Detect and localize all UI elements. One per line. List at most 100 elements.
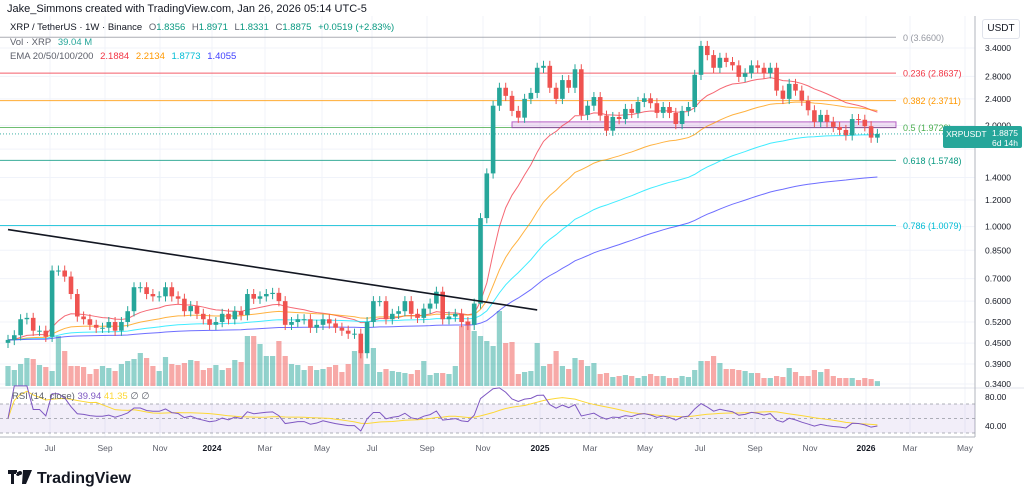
rsi-legend[interactable]: RSI (14, close) 39.94 41.35 ∅ ∅ [12,391,150,402]
volume-bar [288,364,295,386]
change-value: +0.0519 (+2.83%) [318,22,395,33]
candle [616,111,622,125]
volume-bar [868,379,874,386]
price-tag-symbol: XRPUSDT [946,129,987,139]
volume-bar [433,373,439,386]
volume-bar [270,356,276,386]
volume-bar [830,376,836,386]
candle-body [831,121,836,127]
candle-body [812,110,817,122]
candle [81,311,86,325]
candle [377,296,382,307]
volume-bar [421,361,427,386]
candle-body [579,69,584,115]
candle [831,116,836,133]
candle-body [327,319,332,324]
open-label: O [148,22,157,33]
volume-bar [490,346,496,386]
volume-bar [251,336,257,386]
time-axis-label: May [957,443,974,453]
candle [371,296,376,328]
candle-body [824,114,830,122]
volume-bar [345,364,351,386]
volume-bar [811,370,817,386]
volume-bar [452,366,458,386]
price-tag-price: 1.8875 [992,128,1018,138]
candle [742,68,748,83]
candle-body [251,294,256,299]
candle [490,100,496,179]
candle-body [723,57,729,62]
volume-bar [446,374,452,386]
candle-body [660,106,666,113]
volume-bar [843,378,849,386]
candle [112,316,118,336]
volume-bar [99,366,106,386]
volume-bar [711,356,717,386]
price-axis-label: 2.0000 [985,120,1011,130]
symbol-title[interactable]: XRP / TetherUS · 1W · Binance [10,22,143,33]
volume-bar [748,373,754,386]
currency-unit-button[interactable]: USDT [982,19,1020,39]
tradingview-logo-text: TradingView [37,470,131,487]
fib-level-label: 0.382 (2.3711) [903,96,961,106]
candle-body [686,106,691,111]
candle-body [156,296,162,298]
candle-body [843,129,849,136]
volume-bar [729,369,736,386]
candle [24,312,30,325]
volume-bar [282,356,288,386]
candle-body [528,92,534,99]
candle [12,330,17,346]
candle-body [352,333,357,335]
volume-bar [213,365,219,386]
candle [692,69,697,113]
candle-body [87,319,93,325]
volume-bar [169,364,175,386]
ema100-value: 1.8773 [171,51,201,62]
candle [93,319,99,333]
volume-bar [150,366,156,386]
candle-body [490,105,496,174]
volume-bar [18,364,24,386]
candle [49,265,55,342]
candle [478,213,483,309]
low-label: L [234,22,240,33]
candle [635,96,641,119]
candle [156,291,162,302]
volume-bar [440,373,446,386]
volume-bar [106,368,112,386]
volume-bar [414,370,421,386]
candle [264,288,269,302]
candle [503,82,508,102]
rsi-ma-value: 41.35 [103,391,128,402]
candle-body [43,330,49,337]
volume-bar [389,371,395,386]
time-axis-label: May [314,443,331,453]
volume-legend[interactable]: Vol · XRP 39.04 M [10,37,96,48]
volume-bar [566,369,572,386]
volume-bar [761,378,767,386]
candle [289,316,294,331]
candle-body [705,45,710,56]
ema-legend[interactable]: EMA 20/50/100/200 2.1884 2.2134 1.8773 1… [10,51,240,62]
candle-body [81,316,86,320]
candle-body [402,301,408,312]
candle [446,311,452,325]
price-axis-label: 0.3400 [985,379,1011,389]
volume-bar [125,361,131,386]
tradingview-logo[interactable]: TradingView [8,470,131,488]
time-axis-label: Sep [419,443,434,453]
volume-bar [175,365,181,386]
candle-body [345,330,351,334]
volume-bar [87,374,93,386]
candle [509,90,515,117]
candle [774,62,779,96]
time-axis-label: Nov [152,443,168,453]
candle-body [566,80,571,88]
time-axis-label: Sep [97,443,112,453]
candle-countdown: 6d 14h [992,138,1018,148]
rsi-line [7,385,878,432]
candle [698,40,704,81]
